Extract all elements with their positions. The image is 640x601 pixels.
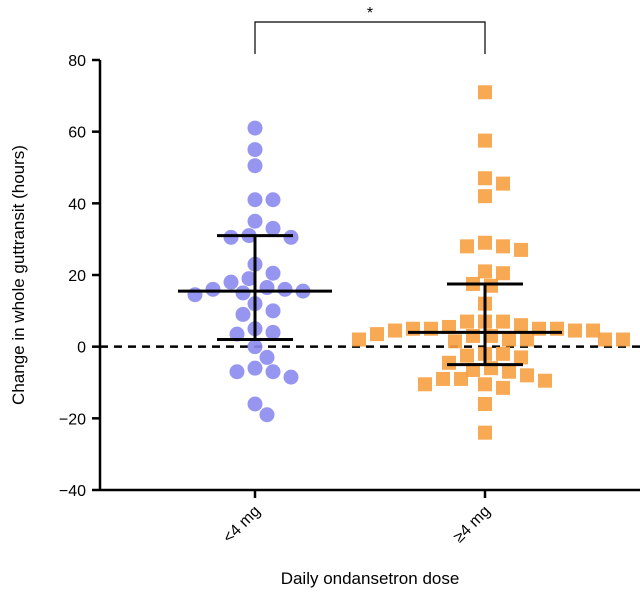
data-point-lt4mg [223, 274, 239, 290]
data-point-ge4mg [538, 373, 552, 388]
significance-bracket [254, 21, 486, 54]
data-point-ge4mg [496, 314, 510, 329]
data-point-lt4mg [247, 120, 263, 136]
axes: −40 −20 0 20 40 60 80 <4 mg ≥4 mg * [59, 5, 640, 547]
data-point-ge4mg [478, 133, 492, 148]
data-point-lt4mg [247, 360, 263, 376]
data-point-ge4mg [586, 323, 600, 338]
data-point-ge4mg [496, 239, 510, 254]
data-point-ge4mg [514, 350, 528, 365]
y-tick-label: 20 [68, 268, 86, 285]
plot-area [100, 85, 640, 440]
data-point-lt4mg [229, 364, 245, 380]
data-point-lt4mg [223, 229, 239, 245]
data-point-lt4mg [265, 303, 281, 319]
data-point-ge4mg [478, 171, 492, 186]
data-point-ge4mg [496, 176, 510, 191]
y-tick-label: 0 [77, 340, 86, 357]
data-point-ge4mg [478, 425, 492, 440]
data-point-lt4mg [205, 281, 221, 297]
data-point-ge4mg [478, 85, 492, 100]
data-point-ge4mg [478, 235, 492, 250]
data-point-lt4mg [247, 213, 263, 229]
significance-marker: * [367, 5, 373, 22]
data-point-lt4mg [283, 229, 299, 245]
y-tick-label: 80 [68, 53, 86, 70]
data-point-lt4mg [235, 306, 251, 322]
data-point-ge4mg [460, 314, 474, 329]
data-point-ge4mg [478, 189, 492, 204]
data-point-ge4mg [460, 239, 474, 254]
data-point-lt4mg [265, 324, 281, 340]
data-point-ge4mg [352, 332, 366, 347]
data-point-ge4mg [496, 266, 510, 281]
data-point-ge4mg [568, 323, 582, 338]
data-point-ge4mg [478, 397, 492, 411]
data-point-ge4mg [388, 323, 402, 338]
data-point-lt4mg [259, 407, 275, 423]
data-point-lt4mg [259, 280, 275, 296]
data-point-lt4mg [265, 220, 281, 236]
data-point-ge4mg [520, 332, 534, 347]
data-point-lt4mg [247, 339, 263, 355]
x-axis-title: Daily ondansetron dose [281, 569, 460, 588]
data-point-lt4mg [247, 396, 263, 412]
data-point-lt4mg [229, 326, 245, 342]
data-point-ge4mg [502, 332, 516, 347]
data-point-ge4mg [442, 355, 456, 370]
data-point-ge4mg [442, 319, 456, 334]
data-point-lt4mg [247, 192, 263, 208]
data-point-lt4mg [283, 369, 299, 385]
data-point-lt4mg [247, 158, 263, 174]
data-point-ge4mg [478, 377, 492, 392]
y-axis-title: Change in whole guttransit (hours) [9, 145, 28, 405]
data-point-ge4mg [496, 380, 510, 395]
data-point-ge4mg [436, 371, 450, 386]
data-point-lt4mg [265, 192, 281, 208]
y-tick-label: −40 [59, 483, 86, 500]
data-point-ge4mg [514, 242, 528, 257]
y-tick-label: 40 [68, 196, 86, 213]
data-point-ge4mg [454, 371, 468, 386]
data-point-lt4mg [247, 142, 263, 158]
data-point-ge4mg [616, 332, 630, 347]
data-point-lt4mg [265, 265, 281, 281]
data-point-ge4mg [448, 334, 462, 349]
data-point-ge4mg [598, 332, 612, 347]
data-point-ge4mg [514, 318, 528, 333]
y-tick-label: −20 [59, 411, 86, 428]
data-point-lt4mg [265, 364, 281, 380]
x-tick-label: <4 mg [220, 503, 264, 547]
data-point-ge4mg [466, 362, 480, 377]
data-point-ge4mg [496, 346, 510, 361]
data-point-lt4mg [235, 285, 251, 301]
data-point-lt4mg [187, 287, 203, 303]
data-point-ge4mg [418, 377, 432, 392]
data-point-ge4mg [502, 364, 516, 379]
y-tick-label: 60 [68, 125, 86, 142]
data-point-lt4mg [277, 281, 293, 297]
data-point-ge4mg [484, 278, 498, 293]
data-point-ge4mg [478, 264, 492, 279]
data-point-ge4mg [460, 348, 474, 363]
data-point-ge4mg [370, 327, 384, 342]
data-point-ge4mg [520, 368, 534, 383]
x-tick-label: ≥4 mg [450, 503, 493, 546]
data-point-lt4mg [259, 349, 275, 365]
data-point-lt4mg [241, 271, 257, 287]
